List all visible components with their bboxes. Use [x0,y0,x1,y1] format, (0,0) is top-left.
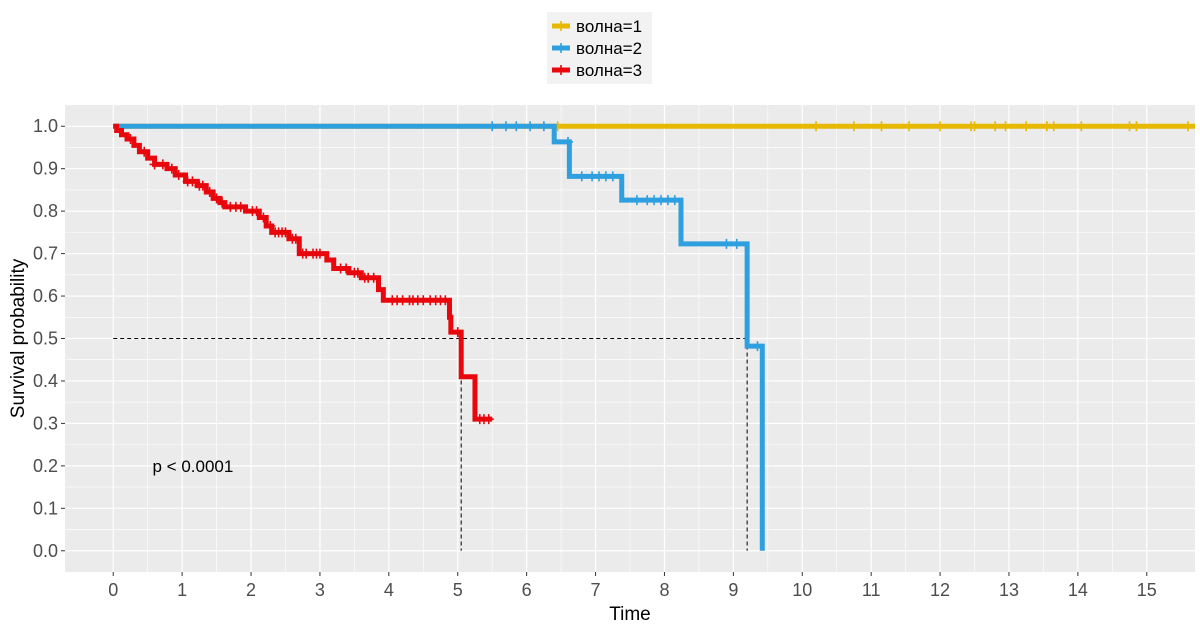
censor-mark [314,248,325,259]
censor-mark [235,201,246,212]
censor-mark [290,233,301,244]
censor-mark [452,327,463,338]
x-axis-title: Time [609,604,651,625]
x-tick-label: 15 [1137,580,1157,600]
censor-mark [280,227,291,238]
curve-line [113,123,765,551]
censor-mark [1183,121,1194,132]
censor-mark [848,121,859,132]
censor-mark [258,212,269,223]
x-tick-label: 2 [246,580,256,600]
censor-mark [1048,121,1059,132]
censor-mark [721,238,732,249]
censor-mark [525,121,536,132]
x-tick-label: 4 [384,580,394,600]
x-tick-label: 12 [930,580,950,600]
censor-mark [265,220,276,231]
censor-mark [935,121,946,132]
y-tick-label: 0.5 [33,329,58,349]
y-tick-label: 0.2 [33,456,58,476]
censor-mark [1076,121,1087,132]
censor-mark [631,195,642,206]
censor-mark [487,121,498,132]
x-tick-label: 3 [315,580,325,600]
y-tick-label: 0.9 [33,159,58,179]
censor-mark [990,121,1001,132]
censor-mark [125,133,136,144]
censor-mark [607,171,618,182]
axis-ticks: 0 1 2 3 4 5 6 7 8 9 10 11 12 13 14 150.00.10.20.30.40.5… [33,116,1157,600]
censor-mark [251,206,262,217]
p-value-annotation: p < 0.0001 [153,457,234,476]
censor-mark [166,163,177,174]
censor-mark [440,295,451,306]
censor-mark [811,121,822,132]
censor-mark [1021,121,1032,132]
x-tick-label: 14 [1068,580,1088,600]
censor-mark [500,121,511,132]
y-tick-label: 0.3 [33,413,58,433]
legend-label: волна=1 [576,17,642,36]
x-tick-label: 6 [522,580,532,600]
x-tick-label: 1 [177,580,187,600]
legend-item: волна=2 [552,39,642,58]
censor-mark [876,121,887,132]
censor-mark [511,121,522,132]
survival-curves [113,121,1195,551]
series-2 [113,121,765,551]
x-tick-label: 10 [792,580,812,600]
censor-mark [752,341,763,352]
censor-mark [669,195,680,206]
censor-mark [483,414,494,425]
censor-mark [211,193,222,204]
x-tick-label: 13 [999,580,1019,600]
censor-mark [562,136,573,147]
censor-mark [368,272,379,283]
censor-mark [139,146,150,157]
y-tick-label: 0.7 [33,244,58,264]
censor-mark [576,171,587,182]
y-tick-label: 0.1 [33,498,58,518]
censor-mark [538,121,549,132]
y-tick-label: 1.0 [33,116,58,136]
x-tick-label: 7 [591,580,601,600]
censor-mark [173,170,184,181]
censor-mark [157,159,168,170]
censor-mark [197,180,208,191]
censor-mark [341,263,352,274]
censor-mark [731,238,742,249]
x-tick-label: 9 [728,580,738,600]
legend-item: волна=3 [552,61,642,80]
censor-mark [204,187,215,198]
x-tick-label: 8 [659,580,669,600]
x-tick-label: 5 [453,580,463,600]
censor-mark [1000,121,1011,132]
censor-mark [187,176,198,187]
y-tick-label: 0.6 [33,286,58,306]
censor-mark [217,197,228,208]
y-axis-title: Survival probability [8,258,29,418]
censor-mark [904,121,915,132]
legend: волна=1 волна=2 волна=3 [547,12,652,84]
legend-label: волна=3 [576,61,642,80]
legend-item: волна=1 [552,17,642,36]
censor-mark [352,267,363,278]
x-tick-label: 0 [108,580,118,600]
series-3 [113,123,494,425]
censor-mark [969,121,980,132]
censor-mark [1131,121,1142,132]
legend-label: волна=2 [576,39,642,58]
y-tick-label: 0.8 [33,201,58,221]
x-tick-label: 11 [862,580,881,600]
y-tick-label: 0.0 [33,541,58,561]
y-tick-label: 0.4 [33,371,58,391]
